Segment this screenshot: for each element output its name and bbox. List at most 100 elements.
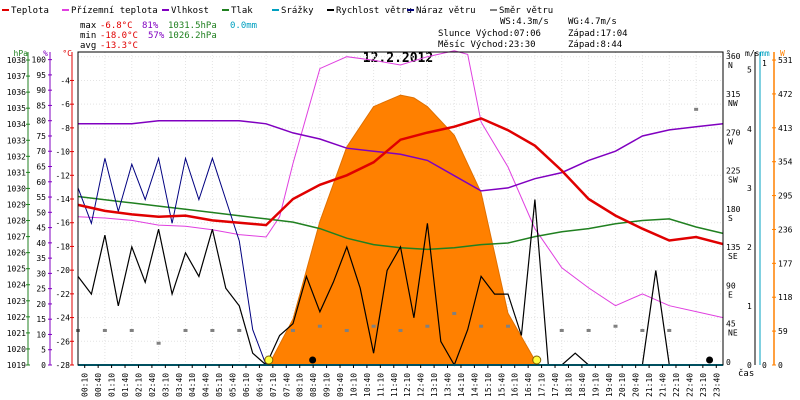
chart-title: 12.2.2012 (363, 51, 433, 66)
x-tick-label: 23:10 (699, 373, 708, 397)
wind-direction-point (425, 324, 430, 328)
wind-direction-point (291, 328, 295, 332)
humidity-tick-label: 25 (36, 285, 46, 294)
x-tick-label: 11:40 (390, 373, 399, 397)
x-tick-label: 14:10 (457, 373, 466, 397)
humidity-tick-label: 65 (36, 163, 46, 172)
hpa-tick-label: 1038 (7, 56, 26, 65)
moonrise-marker (706, 356, 714, 364)
humidity-tick-label: 30 (36, 269, 46, 278)
direction-tick-label: 360 (726, 52, 741, 61)
x-tick-label: 19:40 (605, 373, 614, 397)
wind-direction-point (506, 324, 510, 328)
humidity-tick-label: 95 (36, 71, 46, 80)
humidity-tick-label: 90 (36, 86, 46, 95)
humidity-tick-label: 100 (32, 56, 47, 65)
x-tick-label: 23:40 (712, 373, 721, 397)
x-tick-label: 09:10 (323, 373, 332, 397)
stat-ws: WS:4.3m/s (500, 17, 549, 27)
hpa-axis-label: hPa (14, 49, 29, 58)
hpa-tick-label: 1035 (7, 104, 26, 113)
hpa-tick-label: 1022 (7, 313, 26, 322)
wind-direction-point (640, 328, 645, 332)
humidity-tick-label: 75 (36, 132, 46, 141)
direction-tick-label: 135 (726, 243, 741, 252)
direction-tick-name: E (728, 290, 733, 299)
humidity-tick-label: 70 (36, 147, 46, 156)
legend-label-3: Tlak (231, 6, 253, 16)
series-line-n-raz-v-tru (77, 156, 267, 366)
x-tick-label: 14:40 (470, 373, 479, 397)
series-line-teplota (77, 117, 724, 246)
hpa-tick-label: 1028 (7, 217, 26, 226)
wind-tick-label: 5 (747, 66, 752, 75)
x-tick-label: 02:40 (148, 373, 157, 397)
direction-tick-name: SE (728, 252, 738, 261)
moonset-marker (309, 356, 317, 364)
x-tick-label: 00:10 (81, 373, 90, 397)
direction-tick-label: 0 (726, 358, 731, 367)
rain-tick-label: 1 (762, 59, 767, 68)
x-tick-label: 22:40 (685, 373, 694, 397)
x-tick-label: 16:10 (511, 373, 520, 397)
x-tick-label: 07:40 (282, 373, 291, 397)
direction-tick-name: W (728, 137, 733, 146)
wind-tick-label: 1 (747, 302, 752, 311)
temp-tick-label: -4 (60, 76, 70, 85)
humidity-axis-label: % (43, 49, 48, 58)
hpa-tick-label: 1020 (7, 345, 26, 354)
x-tick-label: 08:10 (296, 373, 305, 397)
humidity-tick-label: 60 (36, 178, 46, 187)
wind-direction-point (156, 341, 161, 345)
direction-tick-label: 225 (726, 167, 741, 176)
x-tick-label: 12:10 (403, 373, 412, 397)
wind-tick-label: 2 (747, 243, 752, 252)
x-tick-label: 22:10 (672, 373, 681, 397)
wind-axis-label: m/s (745, 49, 760, 58)
x-tick-label: 13:10 (430, 373, 439, 397)
hpa-tick-label: 1021 (7, 329, 26, 338)
humidity-tick-label: 45 (36, 224, 46, 233)
x-tick-label: 01:10 (108, 373, 117, 397)
solar-tick-label: 295 (778, 192, 793, 201)
series-line-vlhkost (78, 119, 724, 192)
hpa-tick-label: 1025 (7, 265, 26, 274)
stat-avg-temp: -13.3°C (100, 41, 138, 51)
humidity-tick-label: 20 (36, 300, 46, 309)
solar-tick-label: 0 (778, 361, 783, 370)
x-tick-label: 08:40 (309, 373, 318, 397)
direction-tick-label: 270 (726, 128, 741, 137)
stat-min-temp: -18.0°C (100, 31, 138, 41)
x-tick-label: 06:10 (242, 373, 251, 397)
hpa-tick-label: 1030 (7, 184, 26, 193)
solar-tick-label: 413 (778, 124, 793, 133)
temp-tick-label: -26 (56, 337, 71, 346)
x-tick-label: 19:10 (591, 373, 600, 397)
x-tick-label: 11:10 (376, 373, 385, 397)
stat-max-label: max (80, 21, 97, 31)
temp-tick-label: -28 (56, 361, 71, 370)
plot-frame (77, 51, 724, 366)
legend-label-4: Srážky (281, 6, 314, 16)
direction-tick-label: 315 (726, 90, 741, 99)
temp-tick-label: -14 (56, 195, 71, 204)
stat-avg-label: avg (80, 41, 96, 51)
direction-tick-label: 90 (726, 281, 736, 290)
series-line-p-zemn-teplota (77, 50, 724, 319)
direction-tick-label: 45 (726, 320, 736, 329)
humidity-tick-label: 35 (36, 254, 46, 263)
stat-moonset: Západ:8:44 (568, 40, 622, 50)
x-tick-label: 15:10 (484, 373, 493, 397)
x-tick-label: 17:40 (551, 373, 560, 397)
hpa-tick-label: 1019 (7, 361, 26, 370)
chart-legend: Teplota Přízemní teplota Vlhkost Tlak Srážky… (2, 6, 553, 16)
x-tick-label: 13:40 (444, 373, 453, 397)
humidity-tick-label: 55 (36, 193, 46, 202)
temp-tick-label: -18 (56, 242, 71, 251)
solar-axis-label: W (780, 49, 785, 58)
humidity-tick-label: 85 (36, 101, 46, 110)
x-tick-label: 02:10 (134, 373, 143, 397)
solar-area (267, 94, 539, 366)
x-tick-label: 21:10 (645, 373, 654, 397)
